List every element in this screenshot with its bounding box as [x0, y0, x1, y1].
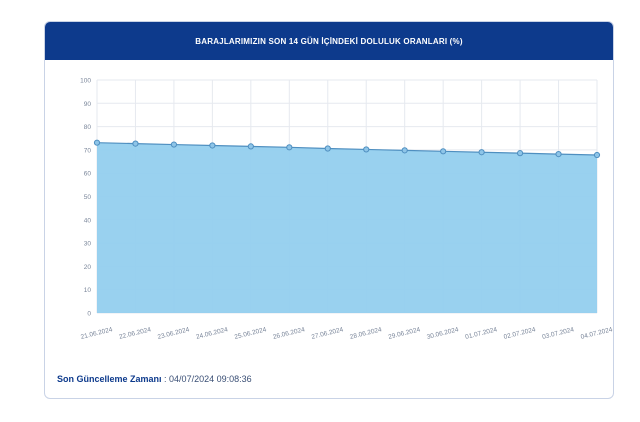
x-tick-label: 25.06.2024 — [234, 326, 268, 341]
chart-title: BARAJLARIMIZIN SON 14 GÜN İÇİNDEKİ DOLUL… — [45, 22, 613, 60]
y-tick-label: 70 — [84, 147, 92, 154]
y-tick-label: 40 — [84, 217, 92, 224]
y-tick-label: 30 — [84, 241, 92, 248]
data-point — [170, 141, 178, 148]
data-point — [593, 151, 601, 159]
last-update-value: 04/07/2024 09:08:36 — [169, 374, 252, 384]
last-update-label: Son Güncelleme Zamanı — [57, 374, 162, 384]
data-point — [363, 146, 370, 153]
doluluk-chart: 0 10 20 30 40 50 60 70 80 90 100 21.06.2024 22.06.20… — [80, 78, 614, 341]
x-tick-label: 04.07.2024 — [580, 326, 614, 341]
data-point — [478, 149, 485, 156]
y-tick-label: 50 — [84, 194, 92, 201]
data-point — [247, 143, 254, 150]
x-tick-label: 01.07.2024 — [465, 326, 499, 341]
y-tick-label: 80 — [84, 124, 92, 131]
x-tick-label: 27.06.2024 — [311, 326, 345, 341]
y-tick-label: 100 — [80, 78, 91, 85]
data-point — [401, 147, 408, 154]
data-point — [132, 140, 139, 147]
x-tick-label: 23.06.2024 — [157, 326, 191, 341]
x-tick-label: 22.06.2024 — [118, 326, 152, 341]
x-tick-label: 29.06.2024 — [388, 326, 422, 341]
data-point — [209, 142, 216, 149]
x-tick-label: 30.06.2024 — [426, 326, 460, 341]
last-update-separator: : — [161, 374, 170, 384]
data-point — [286, 144, 293, 151]
data-point — [555, 150, 562, 158]
y-tick-label: 10 — [84, 287, 92, 294]
x-tick-label: 24.06.2024 — [195, 326, 229, 341]
chart-card: BARAJLARIMIZIN SON 14 GÜN İÇİNDEKİ DOLUL… — [44, 21, 614, 399]
y-tick-label: 0 — [87, 311, 91, 318]
x-tick-label: 03.07.2024 — [542, 326, 576, 341]
x-tick-label: 02.07.2024 — [503, 326, 537, 341]
series-line — [96, 142, 598, 156]
data-point — [440, 148, 447, 155]
x-tick-label: 28.06.2024 — [349, 326, 383, 341]
x-tick-label: 21.06.2024 — [80, 326, 114, 341]
y-tick-label: 20 — [84, 264, 92, 271]
chart-area: 0 10 20 30 40 50 60 70 80 90 100 21.06.2024 22.06.20… — [45, 60, 614, 370]
y-tick-label: 60 — [84, 171, 92, 178]
data-point — [324, 145, 331, 152]
data-point — [516, 150, 524, 157]
last-update: Son Güncelleme Zamanı : 04/07/2024 09:08… — [57, 374, 252, 384]
series-area — [97, 142, 597, 313]
x-tick-label: 26.06.2024 — [272, 326, 306, 341]
data-point — [93, 139, 101, 146]
y-tick-label: 90 — [84, 101, 92, 108]
